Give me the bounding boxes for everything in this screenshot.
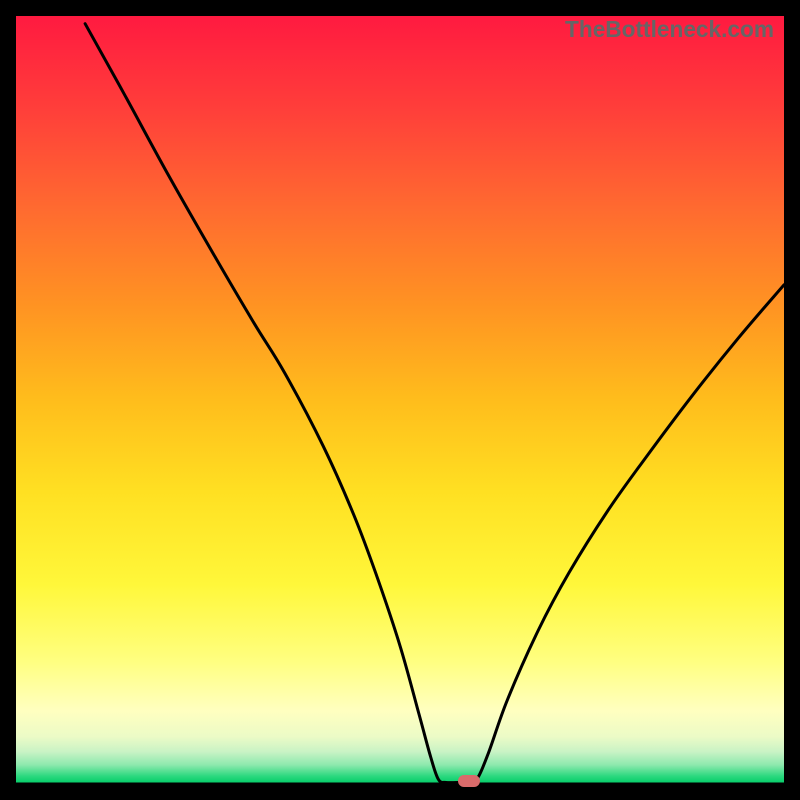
plot-area bbox=[16, 16, 784, 784]
optimum-marker bbox=[458, 775, 480, 787]
plot-svg bbox=[16, 16, 784, 784]
gradient-background bbox=[16, 16, 784, 784]
watermark-text: TheBottleneck.com bbox=[565, 16, 774, 43]
chart-frame: TheBottleneck.com bbox=[0, 0, 800, 800]
